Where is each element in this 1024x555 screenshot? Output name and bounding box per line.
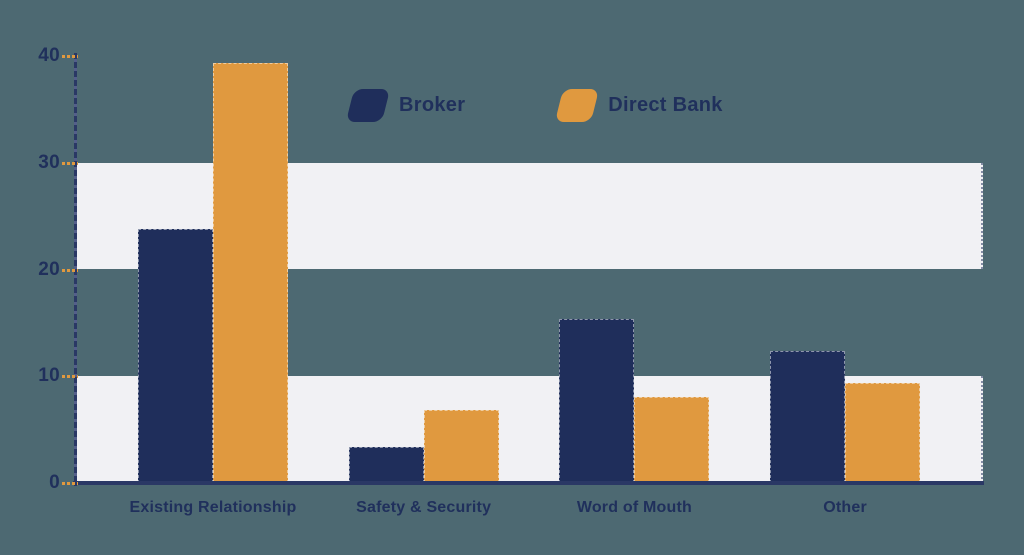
y-tick-mark-0 [62, 482, 78, 485]
legend: Broker Direct Bank [345, 89, 723, 122]
bar-direct-bank-existing-relationship [213, 63, 288, 483]
x-axis-line [73, 481, 984, 485]
category-label-safety-security: Safety & Security [356, 499, 492, 516]
bar-direct-bank-safety-security [423, 410, 499, 483]
direct-bank-series-label: Direct Bank [608, 94, 723, 116]
y-tick-label-30: 30 [38, 151, 60, 173]
y-tick-label-0: 0 [49, 472, 60, 493]
bar-direct-bank-word-of-mouth [634, 396, 710, 483]
broker-series-label: Broker [399, 94, 466, 116]
y-tick-mark-30 [62, 161, 78, 165]
bar-broker-word-of-mouth [559, 318, 635, 483]
category-label-other: Other [823, 499, 867, 516]
category-label-existing-relationship: Existing Relationship [129, 499, 297, 516]
y-tick-mark-20 [62, 268, 78, 272]
direct-bank-series-swatch-icon [555, 89, 600, 122]
bar-broker-existing-relationship [138, 228, 213, 483]
y-tick-label-20: 20 [38, 258, 60, 280]
y-tick-mark-40 [62, 55, 78, 58]
y-tick-label-40: 40 [38, 45, 60, 66]
bar-broker-safety-security [348, 446, 424, 483]
category-label-word-of-mouth: Word of Mouth [576, 499, 692, 516]
legend-item-direct-bank: Direct Bank [555, 89, 723, 122]
broker-series-swatch-icon [345, 89, 391, 122]
y-tick-label-10: 10 [38, 365, 60, 387]
y-tick-mark-10 [62, 375, 78, 379]
bar-broker-other [770, 350, 846, 483]
legend-item-broker: Broker [345, 89, 466, 122]
bar-direct-bank-other [845, 382, 921, 483]
